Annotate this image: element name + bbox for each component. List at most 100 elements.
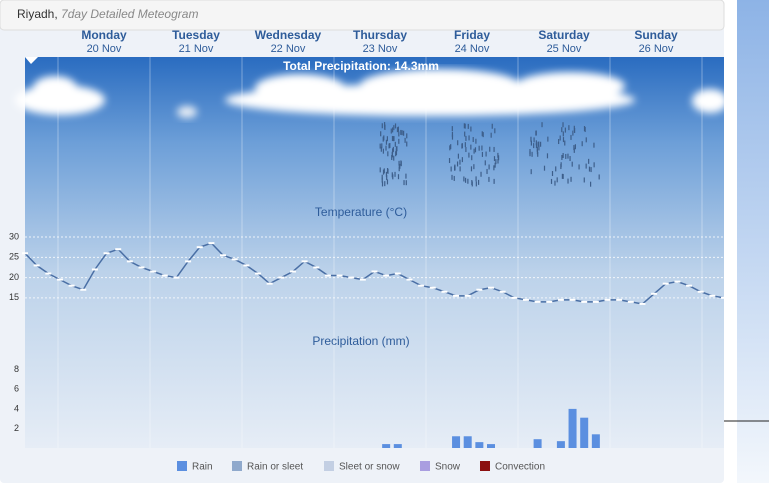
temperature-point — [651, 292, 658, 295]
precipitation-bar — [475, 442, 484, 448]
temperature-point — [324, 274, 331, 277]
temperature-point — [33, 264, 40, 267]
temperature-point — [557, 298, 564, 301]
temperature-point — [616, 298, 623, 301]
day-name: Friday — [454, 28, 490, 42]
day-name: Saturday — [538, 28, 590, 42]
temperature-point — [185, 260, 192, 263]
temperature-point — [45, 272, 52, 275]
side-strip — [737, 0, 769, 483]
precipitation-bar — [591, 434, 600, 448]
day-name: Monday — [81, 28, 127, 42]
temperature-point — [103, 252, 110, 255]
temperature-point — [91, 268, 98, 271]
temperature-point — [464, 294, 471, 297]
temperature-point — [243, 264, 250, 267]
y-tick-label: 8 — [14, 364, 19, 374]
day-date: 25 Nov — [547, 43, 582, 55]
temperature-point — [359, 278, 366, 281]
y-tick-label: 4 — [14, 403, 19, 413]
temperature-point — [662, 282, 669, 285]
temperature-title: Temperature (°C) — [315, 205, 407, 219]
temperature-point — [196, 246, 203, 249]
city-name: Riyadh, — [17, 7, 58, 21]
day-date: 23 Nov — [363, 43, 398, 55]
temperature-point — [68, 284, 75, 287]
legend-label: Convection — [495, 462, 545, 473]
temperature-point — [383, 274, 390, 277]
day-date: 21 Nov — [179, 43, 214, 55]
day-name: Thursday — [353, 28, 407, 42]
temperature-point — [441, 290, 448, 293]
title: 7day Detailed Meteogram — [61, 7, 198, 21]
rain-streaks — [379, 122, 600, 187]
city: Riyadh, 7day Detailed Meteogram — [17, 7, 198, 21]
precipitation-bar — [580, 417, 589, 448]
temperature-point — [686, 284, 693, 287]
temperature-point — [511, 296, 518, 299]
precipitation-bar — [487, 444, 495, 448]
legend-swatch — [324, 461, 334, 471]
temperature-point — [581, 300, 588, 303]
temperature-point — [371, 270, 378, 273]
y-tick-label: 20 — [9, 272, 19, 282]
temperature-point — [546, 300, 553, 303]
day-date: 20 Nov — [87, 43, 122, 55]
temperature-point — [161, 274, 168, 277]
temperature-point — [429, 286, 436, 289]
temperature-point — [522, 298, 529, 301]
legend-label: Rain — [192, 462, 213, 473]
y-tick-label: 30 — [9, 231, 19, 241]
temperature-point — [80, 288, 87, 291]
temperature-point — [255, 272, 261, 275]
precipitation-bar — [382, 444, 391, 448]
precipitation-bar — [393, 444, 402, 448]
temperature-point — [674, 280, 681, 283]
temperature-point — [453, 294, 460, 297]
temperature-point — [569, 298, 576, 301]
temperature-point — [418, 284, 425, 287]
temperature-point — [150, 270, 157, 273]
temperature-point — [348, 276, 355, 279]
legend-label: Rain or sleet — [247, 462, 303, 473]
temperature-point — [639, 302, 646, 305]
temperature-point — [56, 278, 63, 281]
day-date: 22 Nov — [271, 43, 306, 55]
legend-label: Sleet or snow — [339, 462, 400, 473]
legend-swatch — [480, 461, 490, 471]
precipitation-bar — [556, 441, 565, 448]
legend-swatch — [177, 461, 187, 471]
temperature-point — [313, 266, 320, 269]
temperature-point — [499, 290, 506, 293]
y-tick-label: 6 — [14, 384, 19, 394]
day-date: 24 Nov — [455, 43, 490, 55]
temperature-point — [22, 252, 28, 255]
temperature-point — [627, 300, 634, 303]
day-name: Tuesday — [172, 28, 220, 42]
temperature-point — [534, 300, 541, 303]
temperature-point — [336, 274, 343, 277]
temperature-point — [592, 300, 599, 303]
y-tick-label: 2 — [14, 423, 19, 433]
total-precipitation: Total Precipitation: 14.3mm — [283, 59, 439, 73]
temperature-point — [488, 286, 494, 289]
temperature-point — [220, 254, 227, 257]
legend-swatch — [232, 461, 242, 471]
temperature-point — [208, 242, 215, 245]
temperature-point — [721, 296, 727, 299]
day-name: Sunday — [634, 28, 678, 42]
temperature-point — [266, 282, 273, 285]
precipitation-title: Precipitation (mm) — [312, 334, 409, 348]
precipitation-bar — [568, 408, 577, 448]
y-tick-label: 25 — [9, 252, 19, 262]
temperature-point — [301, 260, 308, 263]
legend-label: Snow — [435, 462, 461, 473]
corner-mark — [25, 57, 38, 64]
temperature-point — [115, 248, 122, 251]
temperature-point — [289, 270, 296, 273]
clouds — [15, 69, 728, 118]
temperature-point — [231, 258, 238, 261]
precipitation-bar — [463, 436, 472, 448]
header-bar — [0, 0, 725, 31]
day-date: 26 Nov — [639, 43, 674, 55]
